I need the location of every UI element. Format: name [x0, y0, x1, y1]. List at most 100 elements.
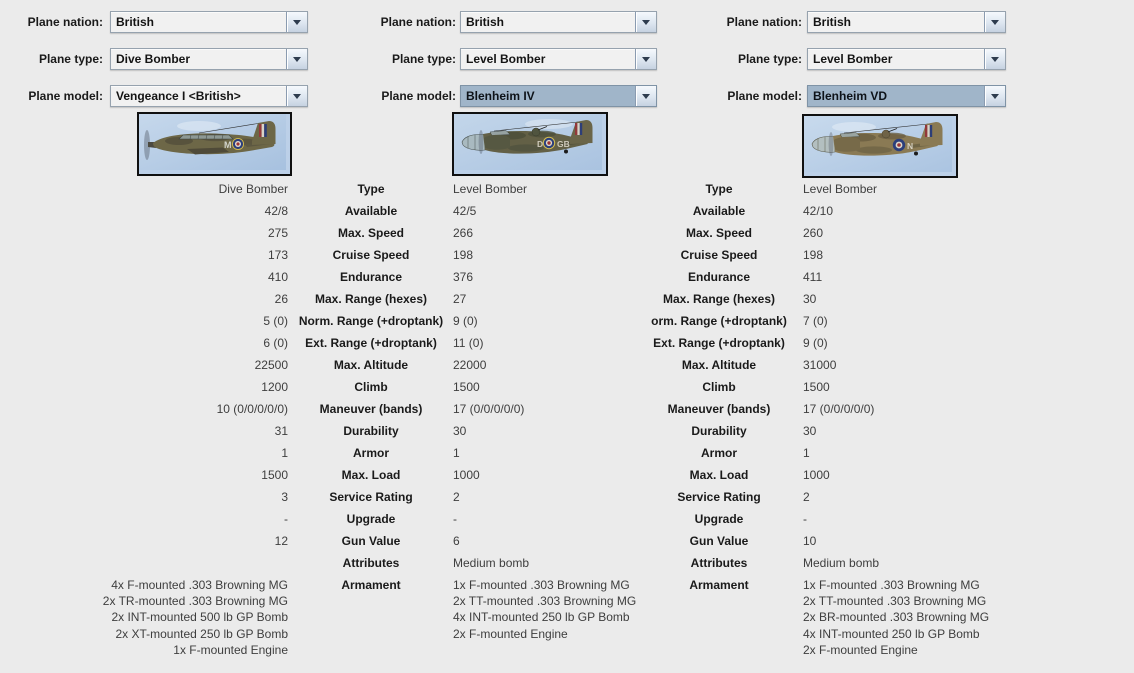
dropdown-arrow-button[interactable] [286, 12, 307, 32]
stat-value-plane3: 7 (0) [803, 314, 828, 328]
stat-label: Ext. Range (+droptank) [305, 336, 437, 350]
dropdown-arrow-button[interactable] [635, 12, 656, 32]
stat-label-right: Max. Speed [685, 226, 753, 240]
dropdown-arrow-button[interactable] [635, 49, 656, 69]
armament-line: 4x INT-mounted 250 lb GP Bomb [453, 610, 630, 625]
dropdown-arrow-button[interactable] [635, 86, 656, 106]
stat-value-plane3: 31000 [803, 358, 837, 372]
stat-label: Gun Value [341, 534, 401, 548]
plane-type-value-2: Level Bomber [466, 52, 546, 66]
stat-value-plane3: Medium bomb [803, 556, 880, 570]
plane-model-select-2[interactable]: Blenheim IV [460, 85, 657, 107]
dropdown-arrow-button[interactable] [984, 49, 1005, 69]
armament-line: 2x BR-mounted .303 Browning MG [803, 610, 990, 625]
stat-value-plane2: - [453, 512, 457, 526]
chevron-down-icon [991, 20, 999, 25]
plane-model-select-3[interactable]: Blenheim VD [807, 85, 1006, 107]
stat-value-plane1: 10 (0/0/0/0/0) [216, 402, 288, 416]
stat-value-plane1: 5 (0) [263, 314, 288, 328]
stat-value-plane3: 30 [803, 292, 817, 306]
plane-nation-label-3: Plane nation: [726, 15, 802, 29]
dropdown-arrow-button[interactable] [286, 86, 307, 106]
stat-label: Armor [352, 446, 389, 460]
stat-value-plane1: 1 [281, 446, 288, 460]
armament-line: 1x F-mounted .303 Browning MG [803, 578, 980, 592]
stat-value-plane3: 1500 [803, 380, 830, 394]
chevron-down-icon [293, 20, 301, 25]
plane-model-value-2: Blenheim IV [466, 89, 535, 103]
stat-value-plane1: 1500 [261, 468, 288, 482]
stat-value-plane1: 1200 [261, 380, 288, 394]
aircraft-code-letter: M [224, 140, 232, 150]
chevron-down-icon [642, 57, 650, 62]
plane-image-3: N [802, 114, 958, 178]
armament-line: 2x F-mounted Engine [803, 642, 918, 657]
stat-label-right: Max. Load [689, 468, 749, 482]
stat-label: Max. Load [341, 468, 401, 482]
stat-value-plane2: 1000 [453, 468, 480, 482]
aircraft-code-letter: D [537, 139, 543, 149]
dropdown-arrow-button[interactable] [984, 12, 1005, 32]
plane-type-select-3[interactable]: Level Bomber [807, 48, 1006, 70]
stat-label-right: orm. Range (+droptank) [651, 314, 787, 328]
stat-value-plane1: 275 [267, 226, 288, 240]
stat-value-plane3: 17 (0/0/0/0/0) [803, 402, 875, 416]
stat-value-plane1: 12 [274, 534, 288, 548]
plane-model-label-2: Plane model: [381, 89, 456, 103]
stat-label: Available [344, 204, 398, 218]
plane-side-profile-illustration: M [139, 114, 286, 170]
stat-value-plane2: 1 [453, 446, 460, 460]
stat-label-right: Maneuver (bands) [667, 402, 771, 416]
stat-value-plane1: 6 (0) [263, 336, 288, 350]
stat-label-right: Armor [700, 446, 737, 460]
plane-type-select-1[interactable]: Dive Bomber [110, 48, 308, 70]
stat-value-plane2: 1500 [453, 380, 480, 394]
stat-value-plane1: 31 [274, 424, 288, 438]
plane-nation-value-2: British [466, 15, 505, 29]
stat-value-plane2: Medium bomb [453, 556, 530, 570]
stat-label-right: Type [705, 182, 733, 196]
plane-type-select-2[interactable]: Level Bomber [460, 48, 657, 70]
chevron-down-icon [293, 57, 301, 62]
plane-model-value-3: Blenheim VD [813, 89, 888, 103]
stat-label: Service Rating [329, 490, 413, 504]
stat-value-plane2: 2 [453, 490, 460, 504]
stat-value-plane2: 30 [453, 424, 467, 438]
armament-list-plane3: 1x F-mounted .303 Browning MG 2x TT-moun… [803, 577, 1065, 658]
stat-value-plane3: 30 [803, 424, 817, 438]
stat-label: Attributes [342, 556, 400, 570]
armament-list-plane1: 4x F-mounted .303 Browning MG 2x TR-moun… [20, 577, 288, 658]
stat-value-plane2: 27 [453, 292, 467, 306]
armament-line: 4x F-mounted .303 Browning MG [111, 578, 288, 592]
stat-value-plane3: 10 [803, 534, 817, 548]
stat-value-plane1 [48, 552, 288, 574]
stat-label-right: Endurance [687, 270, 750, 284]
dropdown-arrow-button[interactable] [286, 49, 307, 69]
plane-model-select-1[interactable]: Vengeance I <British> [110, 85, 308, 107]
stat-value-plane1: 22500 [254, 358, 288, 372]
stat-value-plane2: Level Bomber [453, 182, 528, 196]
stat-value-plane2: 17 (0/0/0/0/0) [453, 402, 525, 416]
stat-label: Norm. Range (+droptank) [298, 314, 444, 328]
plane-type-label-1: Plane type: [38, 52, 103, 66]
stat-label-right: Cruise Speed [680, 248, 758, 262]
stat-value-plane2: 266 [453, 226, 474, 240]
plane-image-2: D GB [452, 112, 608, 176]
stat-value-plane3: 1 [803, 446, 810, 460]
dropdown-arrow-button[interactable] [984, 86, 1005, 106]
plane-type-value-1: Dive Bomber [116, 52, 191, 66]
chevron-down-icon [642, 94, 650, 99]
armament-line: 2x TT-mounted .303 Browning MG [803, 594, 987, 609]
plane-nation-select-1[interactable]: British [110, 11, 308, 33]
chevron-down-icon [642, 20, 650, 25]
plane-nation-select-2[interactable]: British [460, 11, 657, 33]
plane-nation-select-3[interactable]: British [807, 11, 1006, 33]
stat-value-plane3: - [803, 512, 807, 526]
aircraft-code-letter: N [907, 141, 913, 151]
plane-nation-value-1: British [116, 15, 155, 29]
stat-label: Endurance [339, 270, 402, 284]
stat-value-plane2: 42/5 [453, 204, 477, 218]
stat-value-plane1: - [284, 512, 288, 526]
armament-line: 1x F-mounted .303 Browning MG [453, 578, 630, 592]
plane-type-value-3: Level Bomber [813, 52, 893, 66]
